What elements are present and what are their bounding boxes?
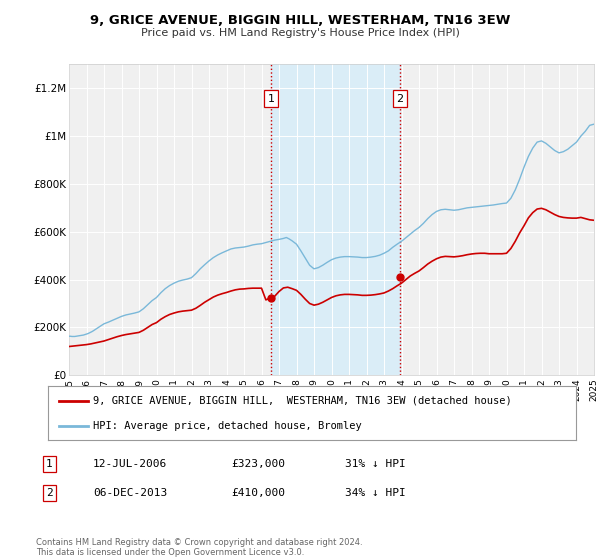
Text: 9, GRICE AVENUE, BIGGIN HILL,  WESTERHAM, TN16 3EW (detached house): 9, GRICE AVENUE, BIGGIN HILL, WESTERHAM,… bbox=[93, 396, 512, 406]
Text: 06-DEC-2013: 06-DEC-2013 bbox=[93, 488, 167, 498]
Text: £410,000: £410,000 bbox=[231, 488, 285, 498]
Text: Contains HM Land Registry data © Crown copyright and database right 2024.
This d: Contains HM Land Registry data © Crown c… bbox=[36, 538, 362, 557]
Text: 12-JUL-2006: 12-JUL-2006 bbox=[93, 459, 167, 469]
Text: 34% ↓ HPI: 34% ↓ HPI bbox=[345, 488, 406, 498]
Text: Price paid vs. HM Land Registry's House Price Index (HPI): Price paid vs. HM Land Registry's House … bbox=[140, 28, 460, 38]
Text: 1: 1 bbox=[46, 459, 53, 469]
Text: 1: 1 bbox=[268, 94, 274, 104]
Text: HPI: Average price, detached house, Bromley: HPI: Average price, detached house, Brom… bbox=[93, 421, 362, 431]
Text: £323,000: £323,000 bbox=[231, 459, 285, 469]
Text: 2: 2 bbox=[46, 488, 53, 498]
Bar bbox=[271, 64, 400, 375]
Text: 31% ↓ HPI: 31% ↓ HPI bbox=[345, 459, 406, 469]
Text: 2: 2 bbox=[397, 94, 404, 104]
Text: 9, GRICE AVENUE, BIGGIN HILL, WESTERHAM, TN16 3EW: 9, GRICE AVENUE, BIGGIN HILL, WESTERHAM,… bbox=[90, 14, 510, 27]
